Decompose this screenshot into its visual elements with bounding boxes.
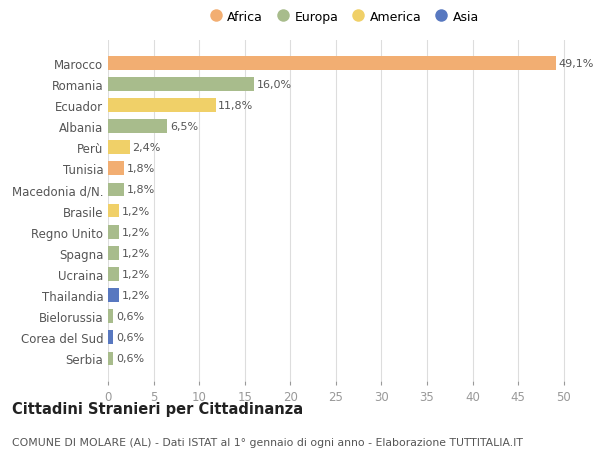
Bar [108,162,124,176]
Text: 1,8%: 1,8% [127,164,155,174]
Text: COMUNE DI MOLARE (AL) - Dati ISTAT al 1° gennaio di ogni anno - Elaborazione TUT: COMUNE DI MOLARE (AL) - Dati ISTAT al 1°… [12,437,523,447]
Text: 0,6%: 0,6% [116,354,145,364]
Legend: Africa, Europa, America, Asia: Africa, Europa, America, Asia [208,7,482,27]
Bar [108,141,130,155]
Text: 1,2%: 1,2% [122,248,150,258]
Bar [108,310,113,324]
Text: 1,2%: 1,2% [122,206,150,216]
Bar [108,246,119,260]
Text: 1,2%: 1,2% [122,269,150,280]
Text: 11,8%: 11,8% [218,101,254,111]
Text: 49,1%: 49,1% [559,59,593,68]
Text: 0,6%: 0,6% [116,312,145,321]
Bar [108,57,556,70]
Text: 6,5%: 6,5% [170,122,198,132]
Bar [108,120,167,134]
Text: Cittadini Stranieri per Cittadinanza: Cittadini Stranieri per Cittadinanza [12,401,303,416]
Text: 1,8%: 1,8% [127,185,155,195]
Bar [108,78,254,91]
Bar [108,289,119,302]
Bar [108,225,119,239]
Text: 16,0%: 16,0% [257,80,292,90]
Bar [108,99,215,112]
Bar [108,183,124,197]
Text: 2,4%: 2,4% [133,143,161,153]
Text: 0,6%: 0,6% [116,333,145,342]
Text: 1,2%: 1,2% [122,227,150,237]
Bar [108,352,113,365]
Text: 1,2%: 1,2% [122,291,150,301]
Bar [108,331,113,344]
Bar [108,268,119,281]
Bar [108,204,119,218]
